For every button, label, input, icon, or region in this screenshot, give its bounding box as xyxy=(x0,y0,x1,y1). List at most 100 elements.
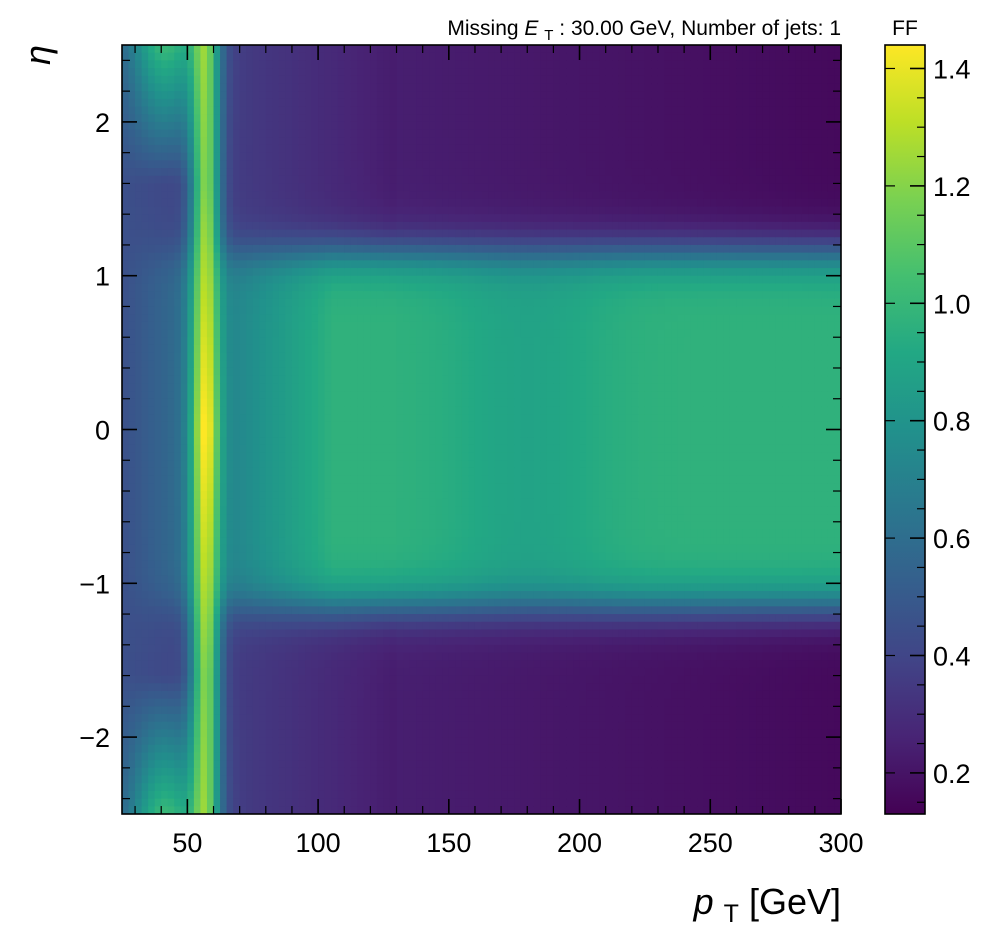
heatmap-cell xyxy=(128,244,136,254)
heatmap-cell xyxy=(337,483,345,492)
heatmap-cell xyxy=(200,183,208,192)
heatmap-cell xyxy=(141,783,149,792)
heatmap-cell xyxy=(305,429,313,438)
heatmap-cell xyxy=(298,360,306,369)
heatmap-cell xyxy=(220,614,228,623)
heatmap-cell xyxy=(389,398,398,408)
heatmap-cell xyxy=(265,391,273,400)
heatmap-cell xyxy=(154,360,162,369)
heatmap-cell xyxy=(226,268,234,277)
heatmap-cell xyxy=(370,144,378,154)
heatmap-cell xyxy=(305,560,313,569)
heatmap-cell xyxy=(383,590,391,600)
heatmap-cell xyxy=(350,714,358,723)
heatmap-cell xyxy=(233,221,241,231)
heatmap-cell xyxy=(324,514,332,523)
heatmap-cell xyxy=(422,644,430,654)
heatmap-cell xyxy=(200,721,208,731)
heatmap-cell xyxy=(239,806,247,814)
heatmap-cell xyxy=(357,537,365,546)
heatmap-cell xyxy=(226,360,234,369)
heatmap-cell xyxy=(442,560,450,569)
heatmap-cell xyxy=(344,590,352,600)
heatmap-cell xyxy=(429,714,437,723)
heatmap-cell xyxy=(357,360,365,369)
heatmap-cell xyxy=(141,683,149,692)
heatmap-cell xyxy=(252,552,260,561)
heatmap-cell xyxy=(259,337,267,346)
heatmap-cell xyxy=(435,721,443,731)
heatmap-cell xyxy=(311,352,319,361)
heatmap-cell xyxy=(324,198,332,208)
heatmap-cell xyxy=(416,206,424,215)
heatmap-cell xyxy=(220,360,228,369)
heatmap-cell xyxy=(389,598,398,607)
heatmap-cell xyxy=(239,767,247,777)
heatmap-cell xyxy=(193,690,202,700)
heatmap-cell xyxy=(135,675,143,684)
heatmap-cell xyxy=(252,452,260,461)
heatmap-cell xyxy=(409,683,417,692)
heatmap-cell xyxy=(311,291,319,300)
heatmap-cell xyxy=(233,460,241,469)
heatmap-cell xyxy=(409,652,417,661)
heatmap-cell xyxy=(318,360,326,369)
heatmap-cell xyxy=(298,429,306,438)
heatmap-cell xyxy=(233,260,241,269)
heatmap-cell xyxy=(409,744,417,754)
heatmap-cell xyxy=(220,191,228,200)
heatmap-cell xyxy=(180,144,188,154)
heatmap-cell xyxy=(180,706,188,715)
heatmap-cell xyxy=(148,775,156,784)
heatmap-cell xyxy=(213,321,221,331)
heatmap-cell xyxy=(383,498,391,507)
heatmap-cell xyxy=(409,175,417,185)
heatmap-cell xyxy=(376,706,385,715)
heatmap-cell xyxy=(409,452,417,461)
heatmap-cell xyxy=(442,321,450,331)
heatmap-cell xyxy=(200,375,208,384)
heatmap-cell xyxy=(350,460,358,469)
heatmap-cell xyxy=(403,83,411,92)
heatmap-cell xyxy=(233,268,241,277)
heatmap-cell xyxy=(174,590,182,600)
heatmap-cell xyxy=(291,590,300,600)
heatmap-cell xyxy=(403,475,411,484)
heatmap-cell xyxy=(396,506,404,515)
heatmap-cell xyxy=(174,398,182,408)
heatmap-cell xyxy=(383,391,391,400)
heatmap-cell xyxy=(383,537,391,546)
heatmap-cell xyxy=(357,83,365,92)
heatmap-cell xyxy=(193,629,202,638)
heatmap-cell xyxy=(383,637,391,646)
heatmap-cell xyxy=(187,391,195,400)
heatmap-cell xyxy=(370,352,378,361)
heatmap-cell xyxy=(187,198,195,208)
heatmap-cell xyxy=(403,306,411,315)
heatmap-cell xyxy=(135,537,143,546)
heatmap-cell xyxy=(148,537,156,546)
heatmap-cell xyxy=(318,114,326,123)
heatmap-cell xyxy=(442,121,450,131)
heatmap-cell xyxy=(389,367,398,377)
heatmap-cell xyxy=(206,606,215,615)
heatmap-cell xyxy=(409,560,417,569)
heatmap-cell xyxy=(161,98,169,108)
heatmap-cell xyxy=(403,75,411,85)
heatmap-cell xyxy=(265,460,273,469)
heatmap-cell xyxy=(206,667,215,677)
heatmap-cell xyxy=(259,760,267,769)
heatmap-cell xyxy=(187,206,195,215)
heatmap-cell xyxy=(305,360,313,369)
heatmap-cell xyxy=(396,129,404,138)
heatmap-cell xyxy=(239,314,247,323)
heatmap-cell xyxy=(370,314,378,323)
heatmap-cell xyxy=(193,383,202,392)
heatmap-cell xyxy=(285,567,293,577)
heatmap-cell xyxy=(383,414,391,423)
heatmap-cell xyxy=(239,214,247,223)
heatmap-cell xyxy=(389,406,398,415)
heatmap-cell xyxy=(200,506,208,515)
heatmap-cell xyxy=(422,790,430,800)
heatmap-cell xyxy=(305,467,313,477)
